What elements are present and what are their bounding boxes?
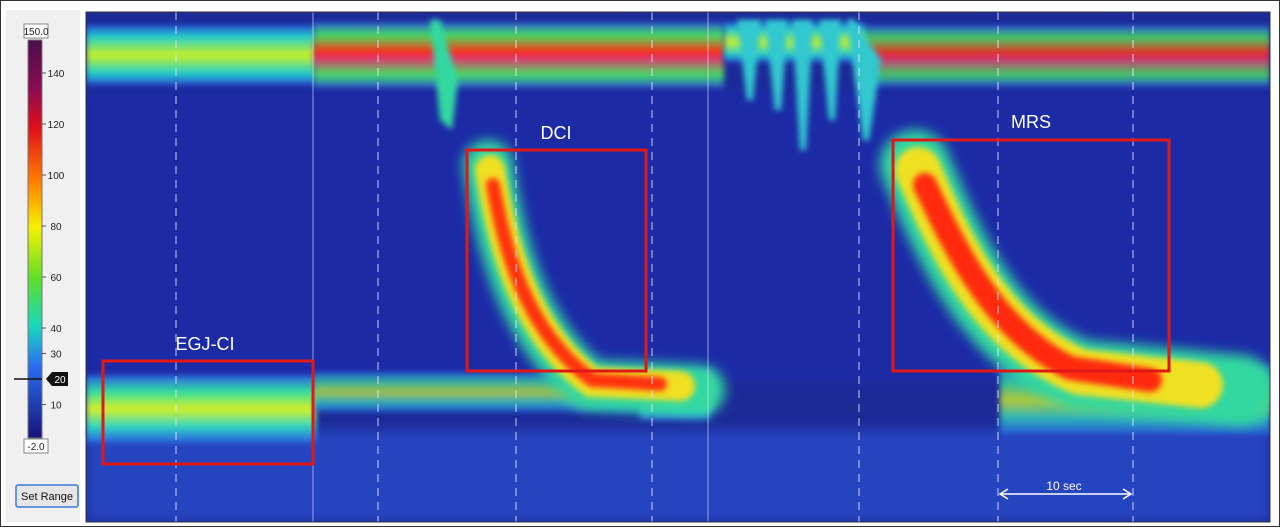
tick-label: 60 [50, 273, 62, 284]
dci-label: DCI [541, 123, 572, 143]
scale-label: 10 sec [1046, 479, 1081, 493]
color-ticks: 140 120 100 80 60 40 30 10 20 [14, 69, 68, 412]
heatmap-border [85, 11, 1271, 523]
egj-label: EGJ-CI [175, 334, 234, 354]
tick-label: 40 [50, 324, 62, 335]
min-label: -2.0 [27, 442, 45, 453]
egj-box [101, 359, 315, 466]
tick-label: 10 [50, 401, 62, 412]
mrs-box [891, 138, 1171, 373]
marker-tag [46, 372, 68, 386]
mrs-label: MRS [1011, 112, 1051, 132]
tick-label: 120 [48, 120, 65, 131]
color-bar [27, 39, 43, 439]
min-box [23, 438, 49, 454]
tick-label: 100 [48, 171, 65, 182]
max-box [23, 23, 49, 39]
button-label[interactable]: Set Range [21, 491, 73, 503]
marker-label: 20 [54, 375, 66, 386]
tick-label: 30 [50, 350, 62, 361]
tick-label: 140 [48, 69, 65, 80]
max-label: 150.0 [23, 27, 48, 38]
scale-panel [6, 10, 80, 522]
scale-arrow [998, 488, 1133, 500]
dci-box [465, 148, 648, 373]
tick-label: 80 [50, 222, 62, 233]
set-range-button[interactable] [15, 484, 79, 508]
pressure-topography [86, 12, 1270, 522]
